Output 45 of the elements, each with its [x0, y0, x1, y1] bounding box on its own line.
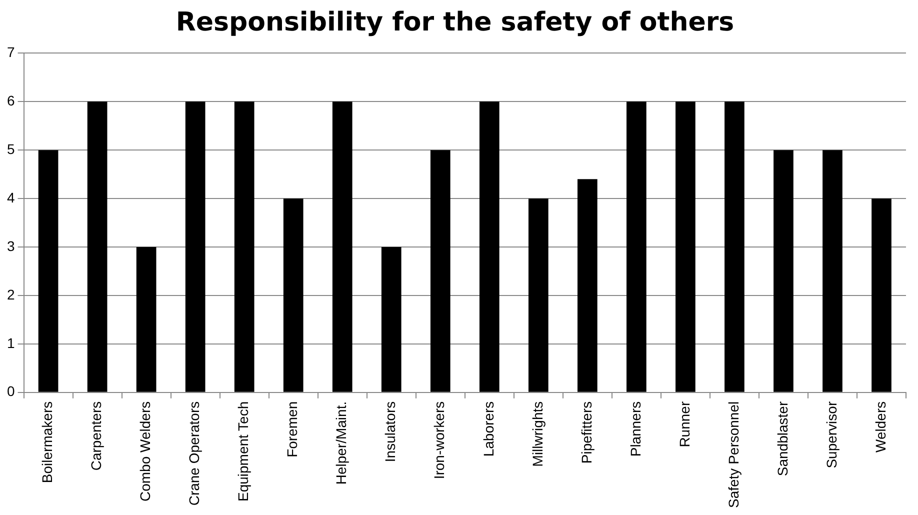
- x-tick-label: Boilermakers: [39, 401, 56, 484]
- bar: [872, 198, 892, 392]
- bar: [528, 198, 548, 392]
- bar: [774, 150, 794, 392]
- bar: [283, 198, 304, 392]
- bar: [578, 179, 598, 392]
- bar: [332, 102, 352, 392]
- x-tick-label: Planners: [627, 401, 644, 457]
- x-tick-label: Sandblaster: [774, 401, 790, 476]
- y-tick-label: 6: [6, 92, 15, 109]
- y-tick-label: 1: [6, 334, 15, 351]
- y-tick-label: 3: [6, 238, 15, 254]
- x-tick-label: Millwrights: [529, 401, 546, 467]
- x-tick-label: Runner: [676, 401, 692, 448]
- x-tick-label: Supervisor: [823, 401, 840, 468]
- bar: [87, 102, 108, 392]
- y-tick-label: 7: [6, 44, 15, 60]
- bar: [381, 247, 402, 392]
- bar: [234, 102, 254, 392]
- x-tick-label: Foremen: [284, 401, 300, 458]
- y-tick-label: 4: [6, 189, 15, 206]
- bar: [185, 102, 206, 392]
- x-tick-label: Equipment Tech: [235, 401, 252, 502]
- x-tick-label: Crane Operators: [186, 401, 202, 506]
- x-tick-label: Iron-workers: [431, 401, 448, 480]
- y-tick-label: 0: [6, 383, 15, 400]
- bar: [822, 150, 842, 392]
- bar: [479, 102, 500, 392]
- x-tick-label: Insulators: [382, 401, 398, 462]
- bar: [626, 102, 646, 392]
- bar: [676, 102, 696, 392]
- bar: [38, 150, 58, 392]
- chart-title: Responsibility for the safety of others: [176, 7, 734, 38]
- x-tick-label: Welders: [872, 401, 888, 452]
- bar: [430, 150, 450, 392]
- x-tick-label: Pipefitters: [578, 401, 594, 464]
- x-tick-label: Combo Welders: [137, 401, 154, 502]
- x-tick-label: Laborers: [480, 401, 496, 457]
- x-tick-label: Carpenters: [88, 401, 104, 471]
- bar: [724, 102, 744, 392]
- y-tick-label: 2: [6, 286, 15, 302]
- bar: [136, 247, 156, 392]
- x-tick-label: Helper/Maint.: [333, 401, 350, 485]
- x-tick-label: Safety Personnel: [725, 401, 742, 508]
- y-tick-label: 5: [6, 140, 15, 157]
